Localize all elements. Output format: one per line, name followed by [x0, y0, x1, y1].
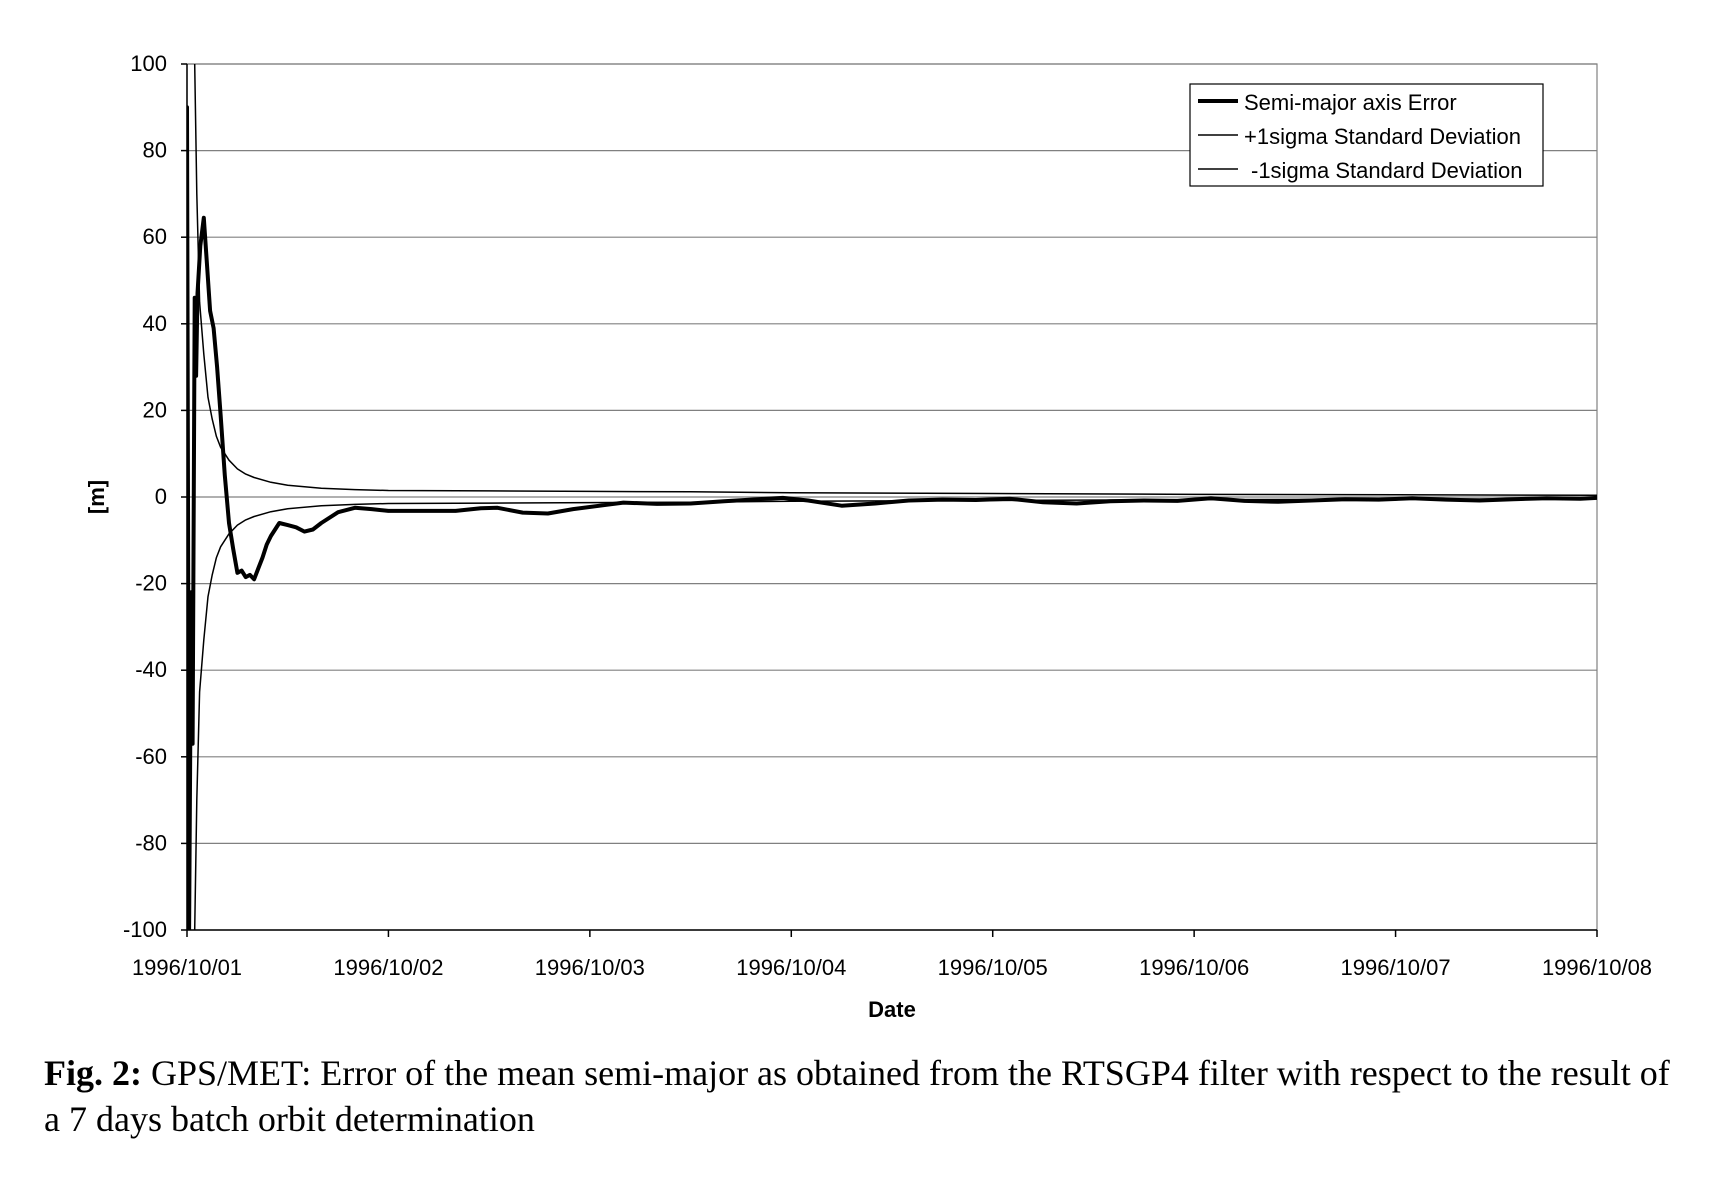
caption-text: GPS/MET: Error of the mean semi-major as… [44, 1053, 1670, 1139]
legend: Semi-major axis Error +1sigma Standard D… [1189, 83, 1544, 187]
x-tick-label: 1996/10/06 [1139, 955, 1249, 980]
series-line-semi-major-error [187, 105, 1597, 930]
legend-label-minus-sigma: -1sigma Standard Deviation [1251, 158, 1522, 183]
x-tick-labels: 1996/10/01 1996/10/02 1996/10/03 1996/10/04… [132, 930, 1652, 980]
x-tick-label: 1996/10/04 [736, 955, 846, 980]
x-tick-label: 1996/10/08 [1542, 955, 1652, 980]
y-tick-label: -60 [135, 744, 167, 769]
x-tick-label: 1996/10/02 [333, 955, 443, 980]
y-tick-label: -40 [135, 657, 167, 682]
x-tick-label: 1996/10/07 [1341, 955, 1451, 980]
legend-box [1189, 83, 1544, 187]
y-tick-label: 0 [155, 484, 167, 509]
series-layer [187, 64, 1597, 930]
y-tick-labels: 100 80 60 40 20 0 -20 -40 -60 -80 -100 [123, 51, 187, 942]
caption-label: Fig. 2: [44, 1053, 142, 1093]
grid-lines [187, 63, 1597, 845]
y-axis-title: [m] [84, 480, 109, 514]
y-tick-label: 80 [143, 138, 167, 163]
x-axis-title: Date [868, 997, 916, 1022]
y-tick-label: -80 [135, 830, 167, 855]
legend-label-error: Semi-major axis Error [1244, 90, 1457, 115]
series-line-plus-1sigma [193, 64, 1597, 497]
y-tick-label: 60 [143, 224, 167, 249]
y-tick-label: 40 [143, 311, 167, 336]
x-tick-label: 1996/10/03 [535, 955, 645, 980]
y-tick-label: -100 [123, 917, 167, 942]
series-line-minus-1sigma [193, 497, 1597, 930]
y-tick-label: 20 [143, 397, 167, 422]
legend-label-plus-sigma: +1sigma Standard Deviation [1244, 124, 1521, 149]
figure-caption: Fig. 2: GPS/MET: Error of the mean semi-… [44, 1050, 1684, 1142]
x-tick-label: 1996/10/05 [938, 955, 1048, 980]
y-tick-label: -20 [135, 571, 167, 596]
y-tick-label: 100 [130, 51, 167, 76]
x-tick-label: 1996/10/01 [132, 955, 242, 980]
